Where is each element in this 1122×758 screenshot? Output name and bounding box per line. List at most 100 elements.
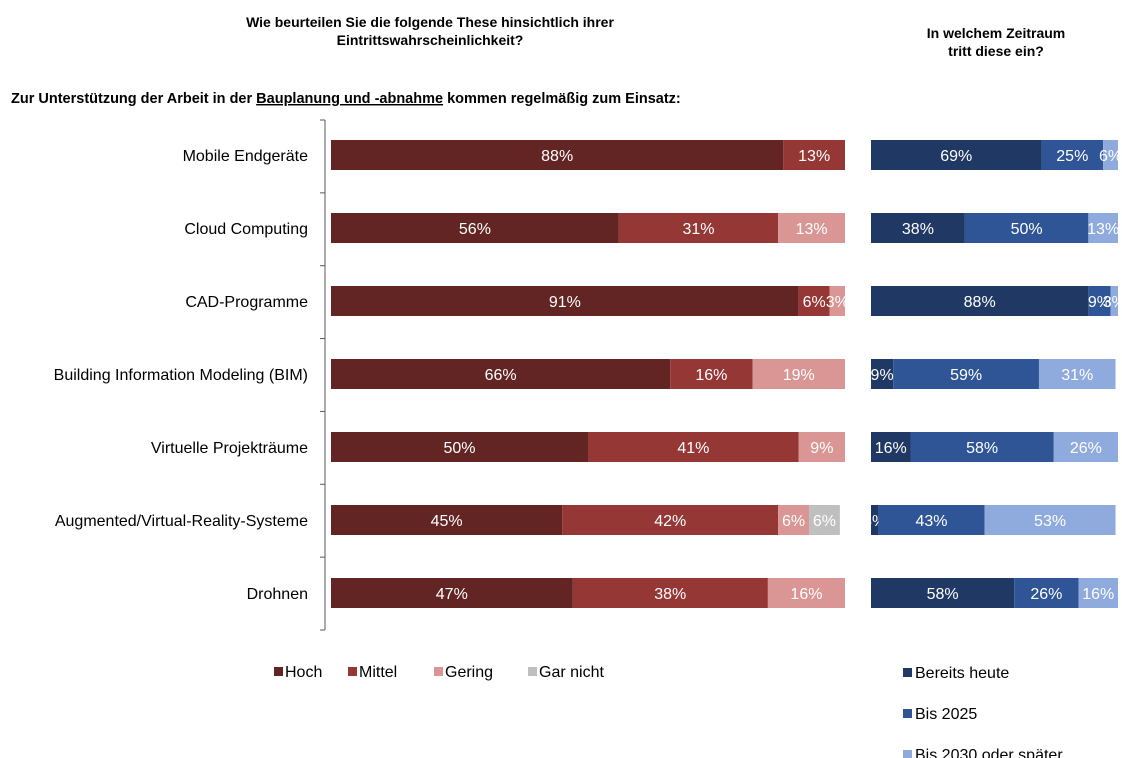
category-label-virtuelle-projektr-ume: Virtuelle Projekträume	[151, 440, 308, 457]
right-bar-bereits-heute-5	[871, 432, 911, 462]
left-bar-gering-4	[752, 359, 845, 389]
right-data-label-bis-2030-oder-sp-ter-3: 3%	[1103, 294, 1122, 311]
left-chart-legend: Hoch Mittel Gering Gar nicht	[274, 664, 604, 681]
chart-subtitle: Zur Unterstützung der Arbeit in der Baup…	[11, 91, 681, 107]
right-chart-title-line2: tritt diese ein?	[948, 43, 1044, 59]
legend-label-gar-nicht: Gar nicht	[539, 664, 604, 681]
right-chart-title-line1: In welchem Zeitraum	[927, 25, 1065, 41]
right-data-label-bis-2030-oder-sp-ter-1: 6%	[1099, 148, 1122, 165]
right-data-label-bis-2025-1: 25%	[1056, 148, 1088, 165]
left-data-label-mittel-4: 16%	[695, 367, 727, 384]
right-bar-bis-2030-oder-sp-ter-5	[1053, 432, 1118, 462]
left-bar-gering-7	[767, 578, 845, 608]
right-data-label-bis-2025-7: 26%	[1030, 586, 1062, 603]
right-data-label-bis-2025-2: 50%	[1011, 221, 1043, 238]
right-bar-bis-2025-3	[1088, 286, 1111, 316]
right-bar-bereits-heute-1	[871, 140, 1042, 170]
legend-swatch-bis-2030-oder-sp-ter	[903, 750, 912, 758]
right-bar-bereits-heute-6	[871, 505, 879, 535]
left-data-label-hoch-4: 66%	[485, 367, 517, 384]
right-bar-bis-2030-oder-sp-ter-1	[1103, 140, 1118, 170]
left-data-label-gering-6: 6%	[782, 513, 805, 530]
right-data-label-bis-2030-oder-sp-ter-4: 31%	[1061, 367, 1093, 384]
right-chart-bars: 69%25%6%38%50%13%88%9%3%9%59%31%16%58%26…	[863, 140, 1122, 608]
left-bar-mittel-1	[783, 140, 845, 170]
left-bar-hoch-7	[331, 578, 573, 608]
category-label-drohnen: Drohnen	[247, 586, 308, 603]
right-data-label-bis-2030-oder-sp-ter-7: 16%	[1082, 586, 1114, 603]
left-bar-hoch-1	[331, 140, 784, 170]
left-chart-title-line2: Eintrittswahrscheinlichkeit?	[337, 32, 524, 48]
right-bar-bis-2025-2	[964, 213, 1089, 243]
right-bar-bis-2030-oder-sp-ter-4	[1038, 359, 1116, 389]
left-bar-mittel-7	[572, 578, 768, 608]
right-data-label-bis-2030-oder-sp-ter-2: 13%	[1087, 221, 1119, 238]
left-data-label-gering-7: 16%	[790, 586, 822, 603]
right-data-label-bereits-heute-1: 69%	[940, 148, 972, 165]
category-axis: Mobile Endgeräte Cloud Computing CAD-Progr…	[54, 119, 326, 631]
right-data-label-bis-2025-4: 59%	[950, 367, 982, 384]
left-bar-mittel-5	[588, 432, 799, 462]
category-label-augmented-virtual-reality-systeme: Augmented/Virtual-Reality-Systeme	[55, 513, 308, 530]
legend-swatch-bereits-heute	[903, 668, 912, 677]
legend-label-bis-2025: Bis 2025	[915, 706, 977, 723]
right-bar-bis-2030-oder-sp-ter-7	[1078, 578, 1118, 608]
left-data-label-hoch-2: 56%	[459, 221, 491, 238]
left-data-label-mittel-2: 31%	[682, 221, 714, 238]
legend-label-hoch: Hoch	[285, 664, 322, 681]
left-bar-gar-nicht-6	[809, 505, 840, 535]
category-label-mobile-endger-te: Mobile Endgeräte	[183, 148, 309, 165]
legend-label-gering: Gering	[445, 664, 493, 681]
left-data-label-hoch-5: 50%	[443, 440, 475, 457]
left-data-label-hoch-7: 47%	[436, 586, 468, 603]
right-data-label-bereits-heute-4: 9%	[871, 367, 894, 384]
left-data-label-gar-nicht-6: 6%	[813, 513, 836, 530]
left-data-label-mittel-1: 13%	[798, 148, 830, 165]
legend-swatch-gering	[434, 667, 443, 676]
left-bar-hoch-4	[331, 359, 671, 389]
left-data-label-hoch-6: 45%	[431, 513, 463, 530]
right-data-label-bis-2025-6: 43%	[915, 513, 947, 530]
right-bar-bis-2030-oder-sp-ter-2	[1088, 213, 1118, 243]
right-bar-bereits-heute-3	[871, 286, 1089, 316]
legend-swatch-gar-nicht	[528, 667, 537, 676]
right-data-label-bereits-heute-7: 58%	[927, 586, 959, 603]
left-bar-hoch-3	[331, 286, 799, 316]
left-data-label-mittel-3: 6%	[803, 294, 826, 311]
left-data-label-gering-4: 19%	[783, 367, 815, 384]
legend-swatch-hoch	[274, 667, 283, 676]
right-data-label-bis-2025-5: 58%	[966, 440, 998, 457]
category-label-building-information-modeling-bim: Building Information Modeling (BIM)	[54, 367, 308, 384]
left-data-label-gering-2: 13%	[796, 221, 828, 238]
left-bar-mittel-6	[562, 505, 779, 535]
left-data-label-hoch-1: 88%	[541, 148, 573, 165]
left-data-label-mittel-5: 41%	[677, 440, 709, 457]
right-data-label-bereits-heute-5: 16%	[875, 440, 907, 457]
left-bar-gering-5	[798, 432, 845, 462]
left-bar-hoch-5	[331, 432, 588, 462]
category-label-cloud-computing: Cloud Computing	[184, 221, 308, 238]
left-data-label-mittel-7: 38%	[654, 586, 686, 603]
right-data-label-bereits-heute-3: 88%	[964, 294, 996, 311]
right-bar-bis-2025-7	[1014, 578, 1079, 608]
left-data-label-gering-5: 9%	[810, 440, 833, 457]
right-bar-bis-2030-oder-sp-ter-3	[1110, 286, 1118, 316]
left-bar-mittel-2	[618, 213, 779, 243]
legend-swatch-bis-2025	[903, 709, 912, 718]
right-bar-bereits-heute-2	[871, 213, 965, 243]
right-bar-bis-2025-6	[878, 505, 985, 535]
legend-swatch-mittel	[348, 667, 357, 676]
right-chart-legend: Bereits heute Bis 2025 Bis 2030 oder späte…	[903, 665, 1063, 758]
left-bar-mittel-3	[798, 286, 830, 316]
subtitle-part-1: Zur Unterstützung der Arbeit in der	[11, 91, 256, 107]
left-chart-bars: 88% 13%56% 31% 13%91% 6% 3%66% 16% 19%50% 41% 9%4…	[331, 140, 849, 608]
left-bar-mittel-4	[670, 359, 753, 389]
subtitle-part-3: kommen regelmäßig zum Einsatz:	[443, 91, 681, 107]
right-bar-bis-2030-oder-sp-ter-6	[984, 505, 1116, 535]
right-data-label-bis-2030-oder-sp-ter-5: 26%	[1070, 440, 1102, 457]
left-bar-hoch-6	[331, 505, 563, 535]
right-data-label-bereits-heute-2: 38%	[902, 221, 934, 238]
right-bar-bis-2025-5	[910, 432, 1054, 462]
right-data-label-bis-2030-oder-sp-ter-6: 53%	[1034, 513, 1066, 530]
